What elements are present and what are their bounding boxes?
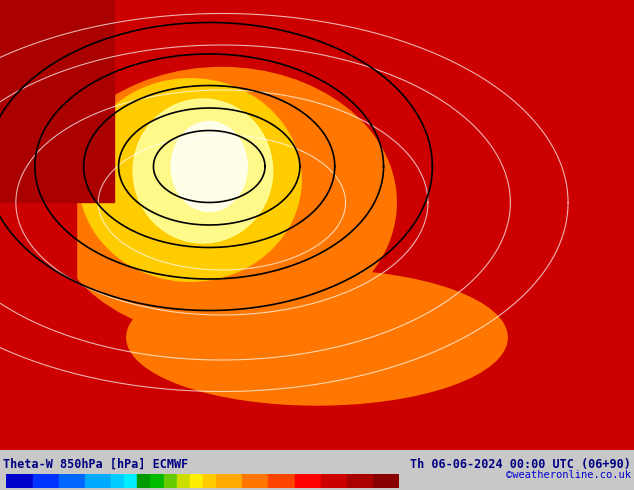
- Text: Theta-W 850hPa [hPa] ECMWF: Theta-W 850hPa [hPa] ECMWF: [3, 458, 188, 471]
- Bar: [242, 474, 268, 488]
- Bar: [190, 474, 203, 488]
- Ellipse shape: [127, 270, 507, 405]
- Bar: [124, 474, 138, 488]
- Bar: [164, 474, 177, 488]
- Bar: [0, 0, 114, 202]
- Bar: [85, 474, 111, 488]
- Bar: [203, 474, 216, 488]
- Ellipse shape: [171, 122, 247, 212]
- Bar: [138, 474, 150, 488]
- Bar: [32, 474, 59, 488]
- Ellipse shape: [48, 68, 396, 338]
- Text: Th 06-06-2024 00:00 UTC (06+90): Th 06-06-2024 00:00 UTC (06+90): [410, 458, 631, 471]
- Bar: [373, 474, 399, 488]
- Bar: [177, 474, 190, 488]
- Bar: [295, 474, 321, 488]
- Bar: [0, 0, 76, 450]
- Bar: [347, 474, 373, 488]
- Bar: [111, 474, 124, 488]
- Ellipse shape: [133, 99, 273, 243]
- Bar: [216, 474, 242, 488]
- Bar: [59, 474, 85, 488]
- Bar: [321, 474, 347, 488]
- Bar: [150, 474, 164, 488]
- Bar: [6, 474, 32, 488]
- Bar: [268, 474, 295, 488]
- Ellipse shape: [79, 79, 301, 281]
- Bar: [456, 0, 634, 450]
- Text: ©weatheronline.co.uk: ©weatheronline.co.uk: [506, 470, 631, 480]
